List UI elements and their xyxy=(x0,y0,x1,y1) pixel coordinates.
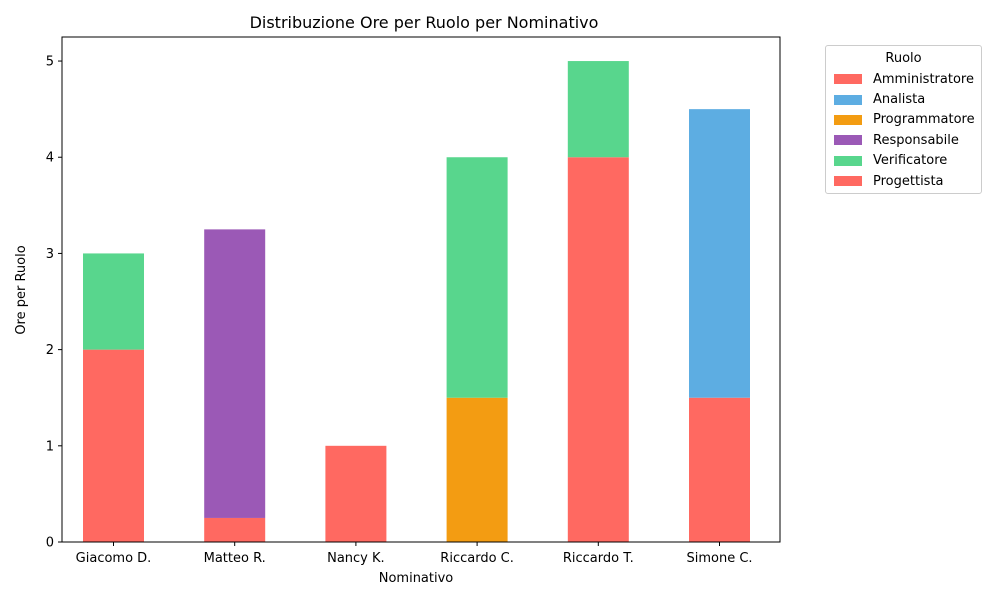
y-tick-label: 5 xyxy=(46,55,54,70)
bar-segment-progettista xyxy=(567,157,629,543)
legend-item-progettista: Progettista xyxy=(834,171,973,191)
y-axis: 0 1 2 3 4 5 xyxy=(46,55,62,551)
y-tick-label: 1 xyxy=(46,439,54,454)
bar-segment-programmatore xyxy=(446,397,508,542)
bar-segment-progettista xyxy=(83,349,144,542)
x-tick-label: Riccardo C. xyxy=(440,551,514,566)
y-tick-label: 2 xyxy=(46,343,54,358)
x-tick-label: Giacomo D. xyxy=(76,551,152,566)
bar-segment-verificatore xyxy=(83,253,144,350)
x-axis-label: Nominativo xyxy=(379,571,454,586)
y-tick-label: 0 xyxy=(46,536,54,551)
legend-label: Analista xyxy=(873,92,926,108)
bar-segment-verificatore xyxy=(446,157,508,398)
legend-item-responsabile: Responsabile xyxy=(834,130,973,150)
legend-label: Verificatore xyxy=(873,153,948,169)
legend-swatch xyxy=(834,94,862,105)
y-tick-label: 4 xyxy=(46,151,54,166)
legend-item-programmatore: Programmatore xyxy=(834,110,975,130)
legend-label: Progettista xyxy=(873,173,944,189)
legend-swatch xyxy=(834,74,862,85)
legend-label: Programmatore xyxy=(873,112,975,128)
bar-segment-responsabile xyxy=(204,229,266,518)
legend-item-verificatore: Verificatore xyxy=(834,151,973,171)
bar-segment-verificatore xyxy=(567,61,629,158)
legend-label: Amministratore xyxy=(873,71,974,87)
bar-segment-progettista xyxy=(204,517,266,542)
x-axis: Giacomo D. Matteo R. Nancy K. Riccardo C. Ri… xyxy=(76,542,753,566)
bar-segment-progettista xyxy=(689,397,750,542)
x-tick-label: Riccardo T. xyxy=(563,551,634,566)
x-tick-label: Matteo R. xyxy=(204,551,266,566)
bars-layer xyxy=(83,61,750,543)
legend-swatch xyxy=(834,114,862,125)
legend-swatch xyxy=(834,176,862,187)
bar-segment-analista xyxy=(689,109,750,398)
legend-item-amministratore: Amministratore xyxy=(834,69,974,89)
legend-items: Amministratore Analista Programmatore Respo… xyxy=(834,69,975,191)
x-tick-label: Simone C. xyxy=(686,551,752,566)
legend-swatch xyxy=(834,155,862,166)
legend-title: Ruolo xyxy=(885,51,922,66)
chart-title: Distribuzione Ore per Ruolo per Nominati… xyxy=(250,13,599,32)
y-tick-label: 3 xyxy=(46,247,54,262)
legend-item-analista: Analista xyxy=(834,89,973,109)
legend: Ruolo Amministratore Analista Programmator… xyxy=(825,45,982,194)
bar-segment-amministratore xyxy=(325,445,387,542)
plot-frame xyxy=(61,36,781,543)
legend-swatch xyxy=(834,135,862,146)
legend-label: Responsabile xyxy=(873,132,959,148)
x-tick-label: Nancy K. xyxy=(327,551,385,566)
y-axis-label: Ore per Ruolo xyxy=(14,245,29,334)
